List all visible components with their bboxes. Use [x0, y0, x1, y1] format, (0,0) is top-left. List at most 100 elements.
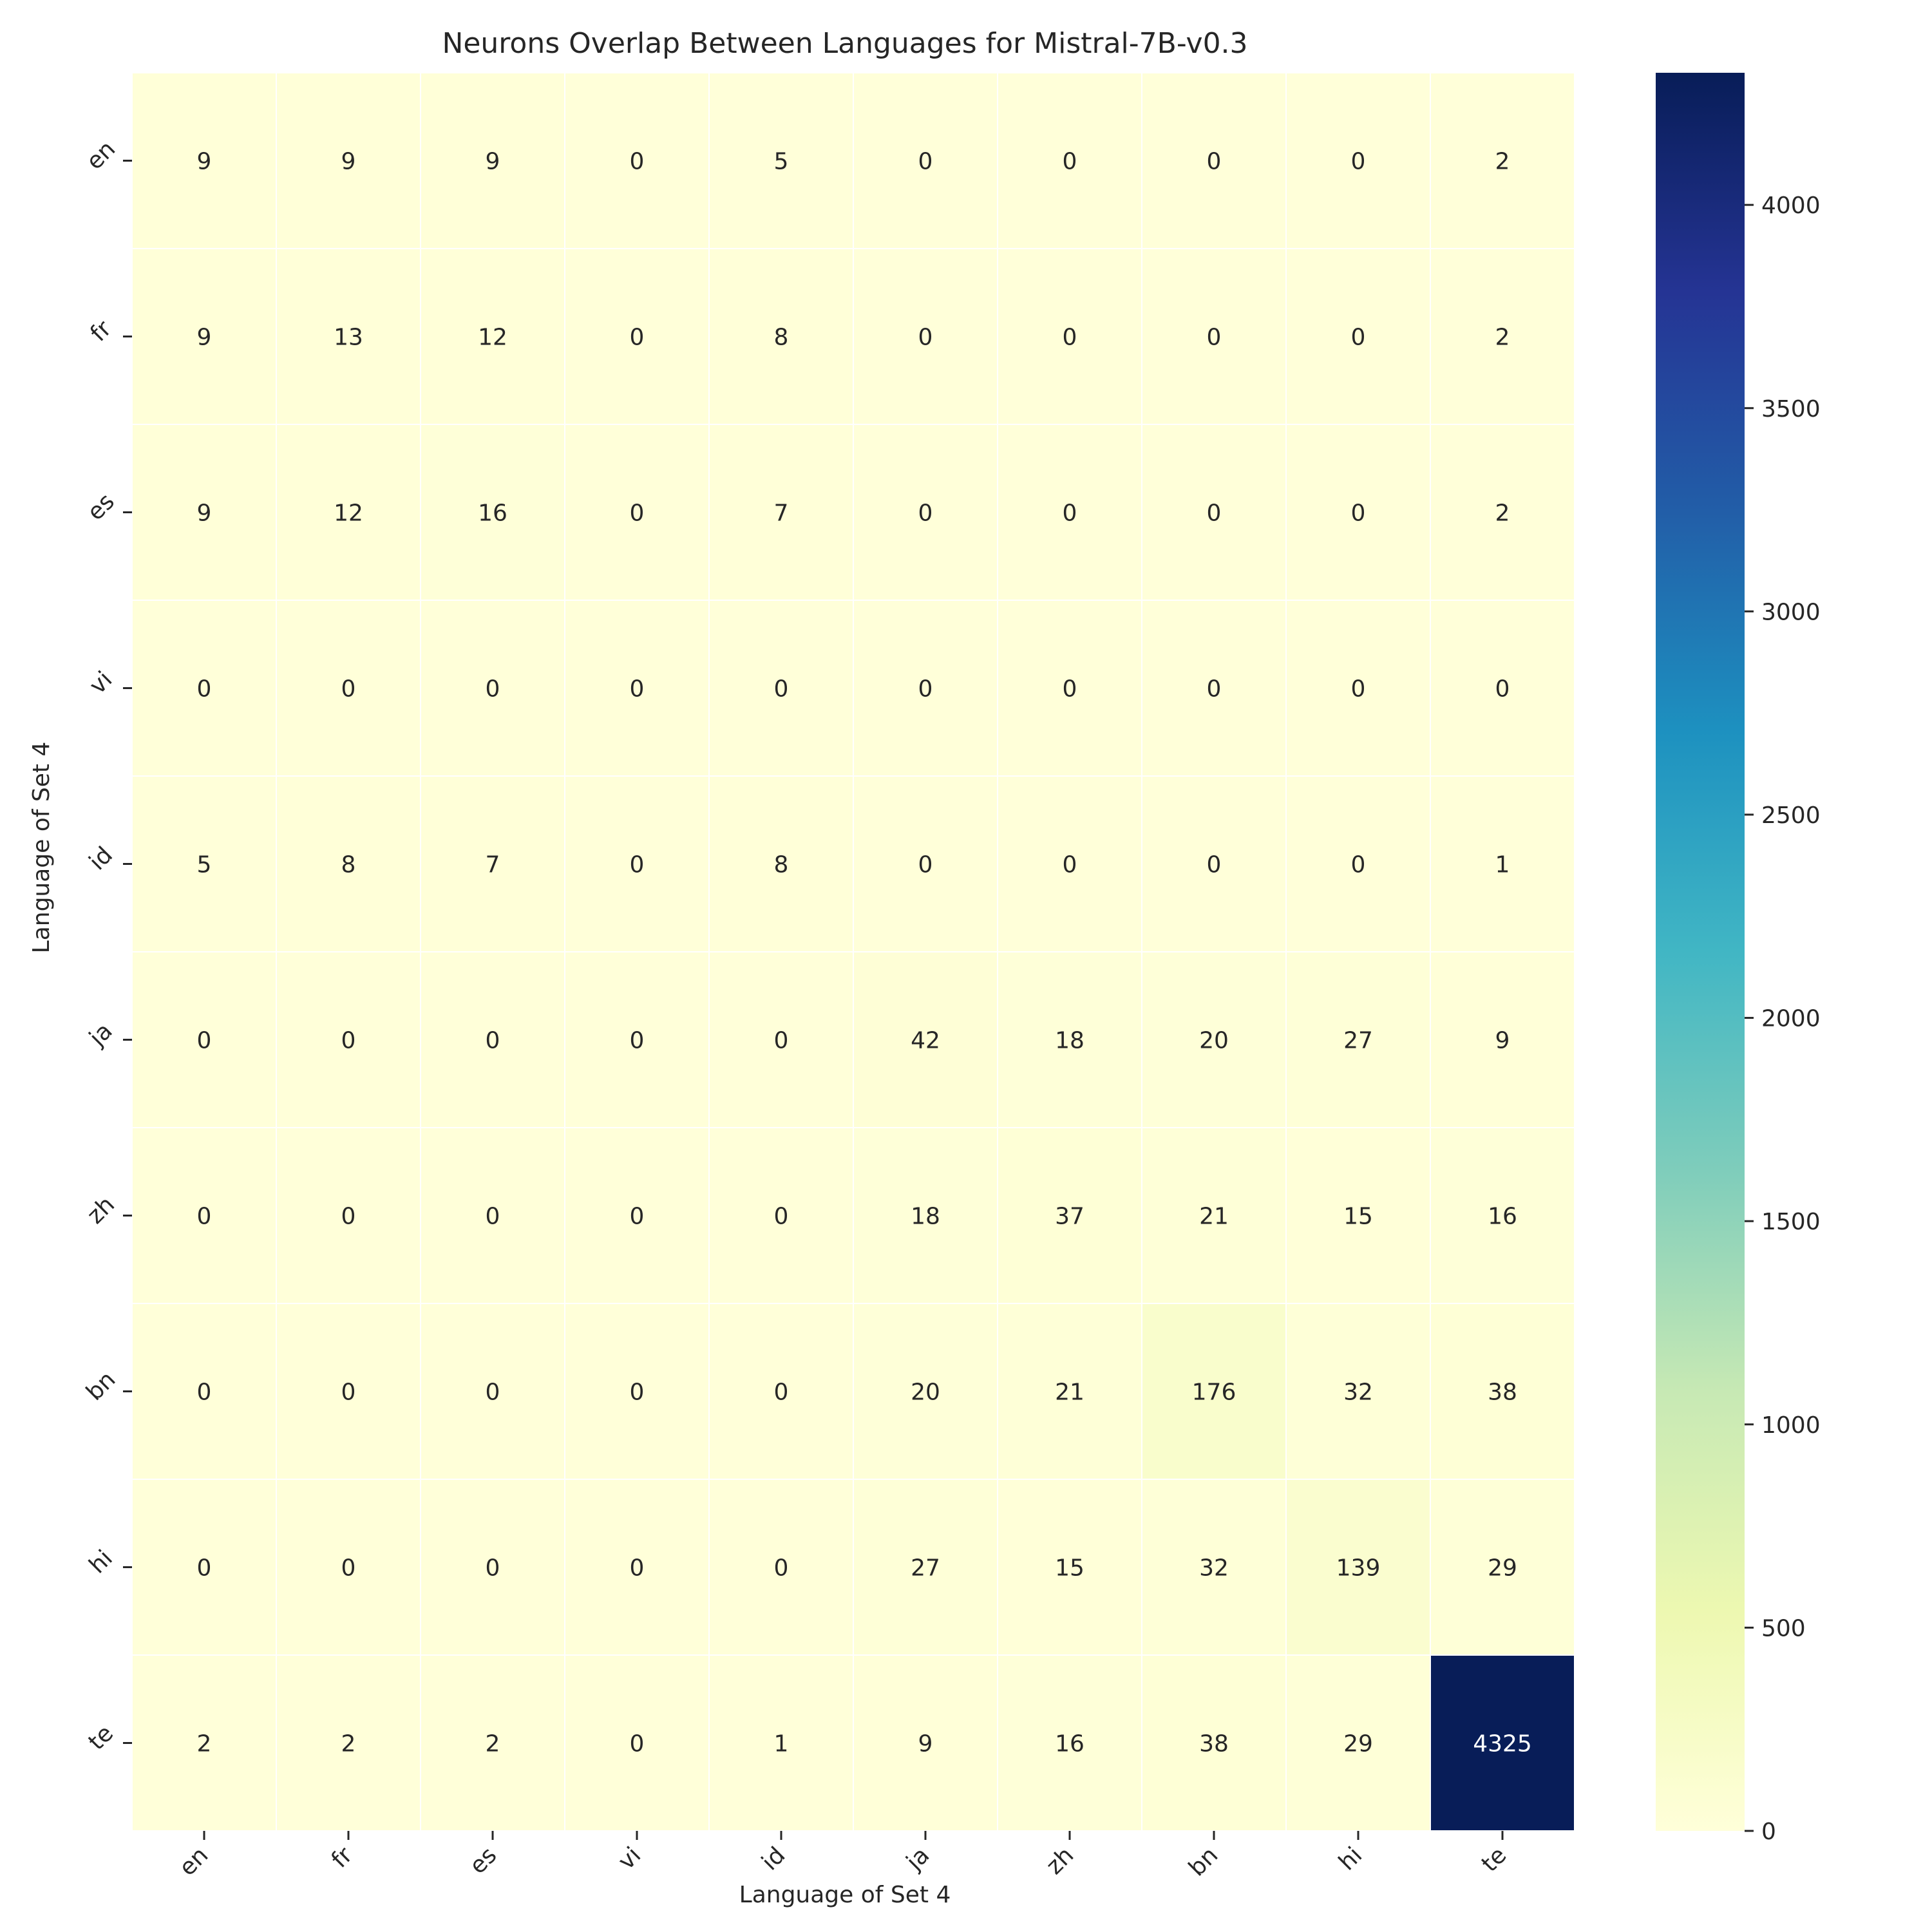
- heatmap-cell: [1285, 248, 1431, 425]
- cell-value-label: 27: [911, 1555, 940, 1582]
- cell-value-label: 0: [1063, 149, 1077, 175]
- cell-value-label: 0: [630, 852, 645, 878]
- colorbar-tick-label: 0: [1761, 1819, 1776, 1845]
- cell-value-label: 16: [1488, 1204, 1517, 1230]
- cell-value-label: 0: [918, 149, 933, 175]
- y-tick-label: en: [81, 136, 120, 175]
- y-tick-label: te: [84, 1720, 119, 1756]
- heatmap-cell: [1430, 72, 1575, 249]
- cell-value-label: 0: [197, 1555, 212, 1582]
- heatmap-cell: [1141, 72, 1287, 249]
- colorbar-tick-label: 500: [1761, 1615, 1806, 1642]
- cell-value-label: 9: [197, 149, 212, 175]
- y-tick-label: bn: [81, 1367, 120, 1406]
- cell-value-label: 0: [486, 1028, 500, 1054]
- x-axis-ticks: en fr es vi id ja zh bn hi te: [175, 1831, 1512, 1882]
- heatmap-cell: [1430, 775, 1575, 952]
- heatmap-cell: [420, 951, 565, 1128]
- heatmap-cell: [1141, 1127, 1287, 1304]
- cell-value-label: 4325: [1473, 1731, 1532, 1757]
- heatmap-cell: [1430, 600, 1575, 777]
- colorbar-tick-label: 1000: [1761, 1412, 1821, 1439]
- heatmap-cell: [1141, 600, 1287, 777]
- cell-value-label: 0: [630, 1379, 645, 1406]
- cell-value-label: 5: [774, 149, 789, 175]
- cell-value-label: 29: [1488, 1555, 1517, 1582]
- heatmap-cell: [1285, 775, 1431, 952]
- cell-value-label: 32: [1343, 1379, 1373, 1406]
- heatmap-cell: [1430, 1654, 1575, 1832]
- cell-value-label: 0: [1351, 676, 1366, 703]
- heatmap-cell: [1285, 1127, 1431, 1304]
- cell-value-label: 0: [341, 1379, 356, 1406]
- x-tick-label: zh: [1041, 1842, 1079, 1879]
- cell-value-label: 0: [630, 1028, 645, 1054]
- heatmap-cell: [420, 775, 565, 952]
- colorbar-tick-label: 2500: [1761, 802, 1821, 829]
- heatmap-cell: [564, 951, 710, 1128]
- cell-value-label: 139: [1336, 1555, 1381, 1582]
- cell-value-label: 20: [1199, 1028, 1229, 1054]
- cell-value-label: 38: [1199, 1731, 1229, 1757]
- cell-value-label: 1: [1495, 852, 1510, 878]
- heatmap-cell: [420, 1479, 565, 1656]
- cell-value-label: 0: [918, 852, 933, 878]
- y-tick-label: zh: [82, 1191, 120, 1229]
- cell-value-label: 12: [478, 325, 507, 351]
- cell-value-label: 9: [918, 1731, 933, 1757]
- heatmap-cell: [997, 1479, 1142, 1656]
- x-tick-label: vi: [613, 1842, 646, 1875]
- heatmap-cell: [708, 775, 854, 952]
- cell-value-label: 16: [1055, 1731, 1084, 1757]
- heatmap-cell: [1430, 424, 1575, 601]
- heatmap-cell: [997, 424, 1142, 601]
- cell-value-label: 15: [1343, 1204, 1373, 1230]
- cell-value-label: 13: [334, 325, 363, 351]
- heatmap-cell: [853, 1654, 998, 1832]
- cell-value-label: 37: [1055, 1204, 1084, 1230]
- cell-value-label: 0: [486, 1555, 500, 1582]
- colorbar-tick-label: 3000: [1761, 599, 1821, 625]
- y-tick-label: es: [82, 488, 120, 526]
- heatmap-cell: [708, 248, 854, 425]
- colorbar: 0 500 1000 1500 2000 2500 3000 3500 4000: [1656, 73, 1821, 1845]
- cell-value-label: 0: [1351, 500, 1366, 527]
- cell-value-label: 12: [334, 500, 363, 527]
- cell-value-label: 0: [197, 1028, 212, 1054]
- heatmap-cell: [131, 1303, 277, 1480]
- cell-value-label: 0: [774, 676, 789, 703]
- heatmap-cell: [564, 1479, 710, 1656]
- cell-value-label: 0: [1207, 149, 1222, 175]
- x-tick-label: te: [1477, 1842, 1512, 1877]
- heatmap-cell: [708, 1654, 854, 1832]
- heatmap-cell: [853, 951, 998, 1128]
- heatmap-cell: [1285, 1654, 1431, 1832]
- heatmap-cell: [564, 248, 710, 425]
- heatmap-cell: [564, 72, 710, 249]
- heatmap-cell: [1285, 1479, 1431, 1656]
- cell-value-label: 0: [1495, 676, 1510, 703]
- cell-value-label: 0: [918, 325, 933, 351]
- heatmap-cells: 9 9 9 0 5 0 0 0 0 29 13 12 0 8 0 0 0 0 29 12 16 0 7 0 0 0 0 20 0 0 0 0 0…: [131, 72, 1575, 1832]
- chart-title: Neurons Overlap Between Languages for Mi…: [442, 27, 1247, 60]
- heatmap-cell: [708, 1479, 854, 1656]
- heatmap-cell: [708, 600, 854, 777]
- cell-value-label: 0: [774, 1555, 789, 1582]
- cell-value-label: 0: [197, 1204, 212, 1230]
- cell-value-label: 29: [1343, 1731, 1373, 1757]
- cell-value-label: 2: [486, 1731, 500, 1757]
- cell-value-label: 0: [1063, 325, 1077, 351]
- cell-value-label: 2: [1495, 500, 1510, 527]
- heatmap-cell: [1141, 424, 1287, 601]
- heatmap-cell: [853, 72, 998, 249]
- heatmap-cell: [997, 1303, 1142, 1480]
- heatmap-cell: [1141, 248, 1287, 425]
- cell-value-label: 0: [1351, 852, 1366, 878]
- cell-value-label: 20: [911, 1379, 940, 1406]
- heatmap-cell: [853, 600, 998, 777]
- cell-value-label: 21: [1055, 1379, 1084, 1406]
- heatmap-cell: [1430, 248, 1575, 425]
- y-tick-label: hi: [84, 1545, 118, 1578]
- colorbar-tick-label: 2000: [1761, 1006, 1821, 1032]
